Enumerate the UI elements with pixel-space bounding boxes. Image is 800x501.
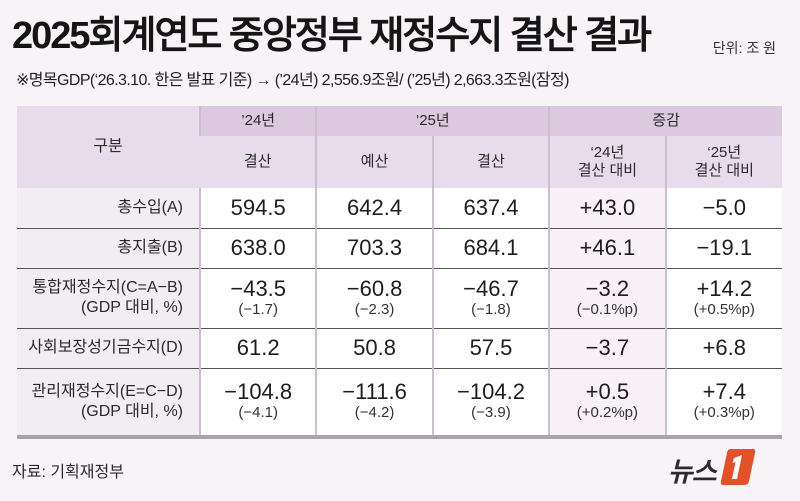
row-label: 관리재정수지(E=C−D) (GDP 대비, %) [17, 368, 200, 439]
cell-value: −104.2 (−3.9) [431, 368, 550, 439]
source-note: 자료: 기획재정부 [12, 464, 124, 481]
cell-value: 637.4 [431, 188, 550, 229]
header-vs-2025: ‘25년 결산 대비 [664, 136, 782, 188]
cell-value: +14.2 (+0.5%p) [664, 268, 782, 329]
cell-value: −60.8 (−2.3) [315, 268, 433, 329]
table-row-social-security-fund: 사회보장성기금수지(D) 61.2 50.8 57.5 −3.7 +6.8 [17, 328, 782, 369]
header-2024-settlement: 결산 [200, 136, 317, 188]
cell-value: −19.1 [664, 228, 782, 269]
header-2025-budget: 예산 [315, 136, 433, 188]
cell-value: 57.5 [431, 328, 550, 369]
header-vs-2024: ‘24년 결산 대비 [548, 136, 666, 188]
cell-value: +6.8 [664, 328, 782, 369]
header-group-change: 증감 [548, 106, 782, 136]
fiscal-balance-table: 구분 ’24년 ’25년 증감 결산 예산 결산 ‘24년 결산 대비 ‘25년 결… [17, 106, 782, 439]
cell-value: −5.0 [664, 188, 782, 229]
header-group-2025: ’25년 [315, 106, 550, 136]
row-label: 총수입(A) [17, 188, 200, 229]
header-2025-settlement: 결산 [431, 136, 550, 188]
cell-value: 61.2 [198, 328, 317, 369]
cell-value: −3.2 (−0.1%p) [548, 268, 666, 329]
cell-value: 703.3 [315, 228, 433, 269]
cell-value: +7.4 (+0.3%p) [664, 368, 782, 439]
cell-value: +43.0 [548, 188, 666, 229]
news1-logo: 뉴스 [668, 447, 756, 492]
cell-value: −43.5 (−1.7) [198, 268, 317, 329]
page-title: 2025회계연도 중앙정부 재정수지 결산 결과 [12, 15, 652, 57]
cell-value: −3.7 [548, 328, 666, 369]
table-row-consolidated-balance: 통합재정수지(C=A−B) (GDP 대비, %) −43.5 (−1.7) −60… [17, 268, 782, 329]
table-row-managed-balance: 관리재정수지(E=C−D) (GDP 대비, %) −104.8 (−4.1) −1… [17, 368, 782, 439]
table-row-total-expenditure: 총지출(B) 638.0 703.3 684.1 +46.1 −19.1 [17, 228, 782, 269]
gdp-note: ※명목GDP(‘26.3.10. 한은 발표 기준) → (’24년) 2,55… [16, 72, 569, 89]
cell-value: 594.5 [198, 188, 317, 229]
cell-value: 684.1 [431, 228, 550, 269]
logo-text: 뉴스 [668, 456, 717, 487]
cell-value: +0.5 (+0.2%p) [548, 368, 666, 439]
cell-value: 642.4 [315, 188, 433, 229]
row-label: 총지출(B) [17, 228, 200, 269]
cell-value: +46.1 [548, 228, 666, 269]
cell-value: −46.7 (−1.8) [431, 268, 550, 329]
header-group-2024: ’24년 [198, 106, 317, 136]
header-category: 구분 [17, 106, 200, 188]
cell-value: 50.8 [315, 328, 433, 369]
unit-label: 단위: 조 원 [712, 40, 776, 56]
row-label: 사회보장성기금수지(D) [17, 328, 200, 369]
cell-value: −111.6 (−4.2) [315, 368, 433, 439]
cell-value: −104.8 (−4.1) [198, 368, 317, 439]
cell-value: 638.0 [198, 228, 317, 269]
row-label: 통합재정수지(C=A−B) (GDP 대비, %) [17, 268, 200, 329]
table-row-total-revenue: 총수입(A) 594.5 642.4 637.4 +43.0 −5.0 [17, 188, 782, 229]
logo-one-icon [720, 447, 756, 492]
